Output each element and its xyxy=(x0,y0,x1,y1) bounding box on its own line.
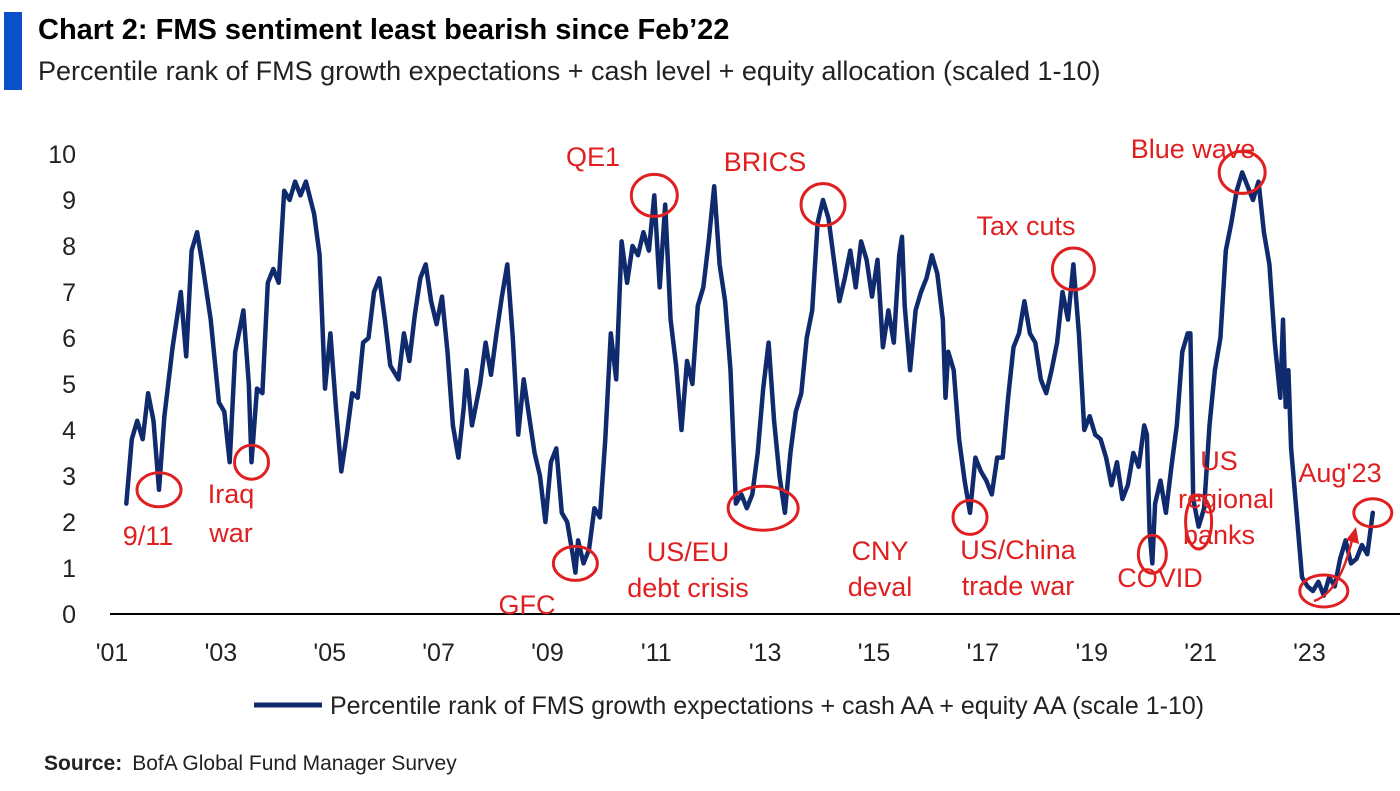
annotation-circle-gfc xyxy=(551,544,599,582)
annotation-label-us-regional-banks: US xyxy=(1200,446,1238,476)
y-tick-label: 4 xyxy=(62,417,76,445)
annotation-label-us-regional-banks: banks xyxy=(1183,520,1255,550)
annotation-label-aug-23: Aug'23 xyxy=(1298,458,1381,488)
x-tick-label: '07 xyxy=(422,639,455,667)
legend-label: Percentile rank of FMS growth expectatio… xyxy=(330,692,1204,720)
annotation-circle-qe1 xyxy=(629,172,679,218)
y-tick-label: 1 xyxy=(62,555,76,583)
annotation-label-cny-deval: deval xyxy=(848,572,913,602)
x-tick-label: '21 xyxy=(1184,639,1217,667)
annotation-arrow xyxy=(1313,539,1354,603)
x-tick-label: '19 xyxy=(1075,639,1108,667)
x-tick-label: '13 xyxy=(749,639,782,667)
annotation-circle-iraq-war xyxy=(233,443,271,481)
series-line xyxy=(124,170,1376,598)
x-tick-label: '05 xyxy=(313,639,346,667)
x-tick-label: '09 xyxy=(531,639,564,667)
x-tick-label: '23 xyxy=(1293,639,1326,667)
y-tick-label: 10 xyxy=(48,141,76,169)
annotation-label-covid: COVID xyxy=(1117,563,1203,593)
x-tick-label: '01 xyxy=(96,639,129,667)
annotation-label-brics: BRICS xyxy=(724,147,807,177)
chart-title: Chart 2: FMS sentiment least bearish sin… xyxy=(38,14,730,46)
y-tick-label: 8 xyxy=(62,233,76,261)
annotation-arrow-head xyxy=(1346,527,1359,544)
annotation-label-us-regional-banks: regional xyxy=(1178,484,1274,514)
title-accent-bar xyxy=(4,12,22,90)
annotation-label-cny-deval: CNY xyxy=(851,536,908,566)
y-tick-label: 5 xyxy=(62,371,76,399)
annotation-label-blue-wave: Blue wave xyxy=(1131,134,1256,164)
y-tick-label: 6 xyxy=(62,325,76,353)
legend: Percentile rank of FMS growth expectatio… xyxy=(254,692,1204,720)
annotation-label-us-china-trade-war: trade war xyxy=(962,571,1075,601)
source-note: Source: BofA Global Fund Manager Survey xyxy=(44,752,457,776)
x-tick-label: '15 xyxy=(858,639,891,667)
annotation-circle-cny-deval xyxy=(951,498,989,536)
y-tick-label: 0 xyxy=(62,601,76,629)
annotation-circle-us-regional-banks xyxy=(1298,573,1350,609)
annotation-label-us-eu-debt-crisis: US/EU xyxy=(647,537,730,567)
axis-layer: 0 1 2 3 4 5 6 7 8 9 10 '01 '03 '05 '07 '09 '11 '13 '15 '17 '… xyxy=(48,141,1400,667)
y-tick-label: 2 xyxy=(62,509,76,537)
annotation-label-us-china-trade-war: US/China xyxy=(960,535,1077,565)
x-tick-label: '17 xyxy=(967,639,1000,667)
annotation-label-iraq-war: Iraq xyxy=(208,479,255,509)
annotation-circle-us-china-trade-war xyxy=(1136,533,1168,575)
y-tick-label: 3 xyxy=(62,463,76,491)
series-layer xyxy=(124,170,1376,598)
source-label: Source: xyxy=(44,752,123,775)
source-text: BofA Global Fund Manager Survey xyxy=(132,752,457,775)
y-tick-label: 9 xyxy=(62,187,76,215)
annotation-label-iraq-war: war xyxy=(208,518,253,548)
annotation-circle-aug-23 xyxy=(1352,497,1394,529)
y-tick-label: 7 xyxy=(62,279,76,307)
annotation-circle-9-11 xyxy=(135,471,183,509)
x-tick-label: '11 xyxy=(641,639,672,667)
chart-subtitle: Percentile rank of FMS growth expectatio… xyxy=(38,56,1101,86)
annotation-label-qe1: QE1 xyxy=(566,142,620,172)
annotation-label-us-eu-debt-crisis: debt crisis xyxy=(627,573,749,603)
annotation-label-9-11: 9/11 xyxy=(123,521,174,551)
annotation-label-tax-cuts: Tax cuts xyxy=(976,211,1075,241)
annotation-circle-tax-cuts xyxy=(1050,246,1096,292)
annotation-circle-us-eu-debt-crisis xyxy=(726,484,800,532)
x-tick-label: '03 xyxy=(205,639,238,667)
annotation-circle-brics xyxy=(799,182,847,228)
annotation-label-gfc: GFC xyxy=(499,590,556,620)
annotation-layer: 9/11 Iraq war GFC QE1 US/EU debt crisis BRICS CN… xyxy=(123,134,1394,620)
annotation-circle-blue-wave xyxy=(1217,149,1267,195)
annotation-circle-covid xyxy=(1184,493,1214,551)
